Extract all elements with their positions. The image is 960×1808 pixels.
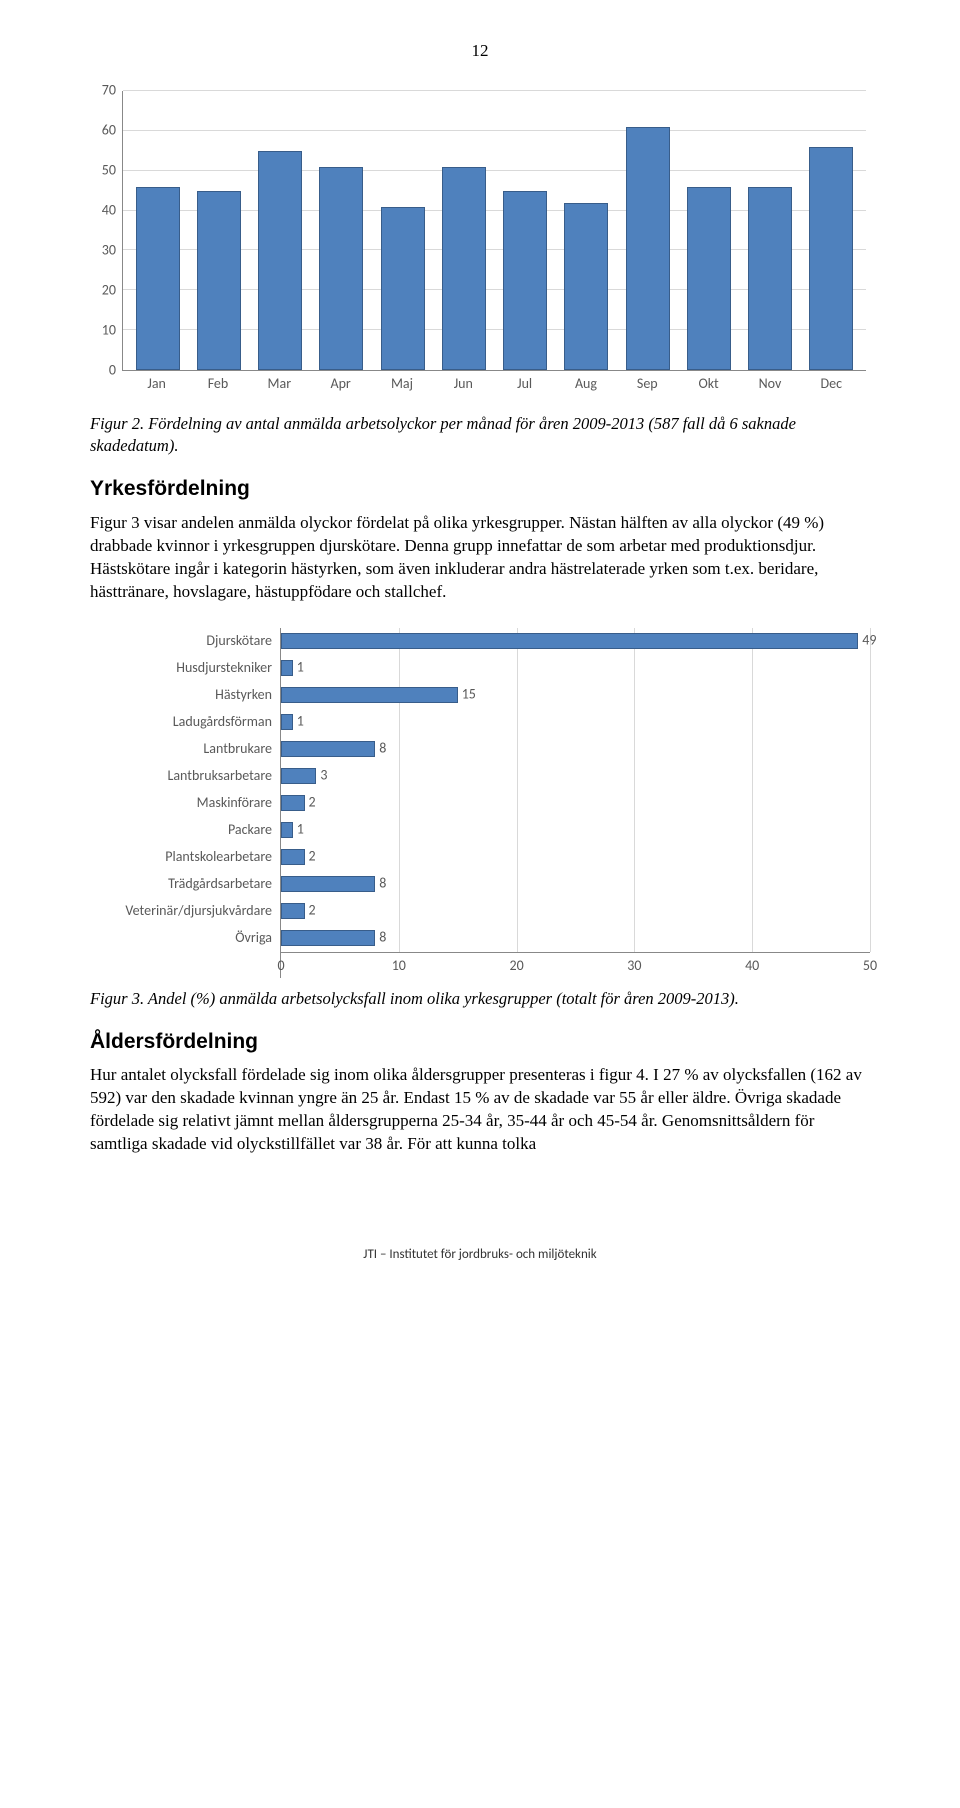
hbar-bar: 1 [281,714,293,730]
heading-aldersfordelning: Åldersfördelning [90,1028,870,1056]
hbar-label: Trädgårdsarbetare [90,875,280,894]
hbar-label: Hästyrken [90,686,280,705]
hbar-value: 8 [379,740,386,759]
bar [748,187,792,370]
paragraph-2: Hur antalet olycksfall fördelade sig ino… [90,1064,870,1156]
y-tick: 50 [102,161,116,180]
y-tick: 30 [102,241,116,260]
x-label: Maj [371,371,432,394]
hbar-value: 8 [379,875,386,894]
x-label: Dec [801,371,862,394]
x-tick: 20 [509,957,523,976]
y-tick: 0 [109,361,116,380]
x-label: Aug [555,371,616,394]
hbar-label: Djurskötare [90,632,280,651]
x-tick: 10 [392,957,406,976]
hbar-value: 1 [297,713,304,732]
x-label: Nov [739,371,800,394]
hbar-bar: 8 [281,741,375,757]
hbar-value: 2 [309,848,316,867]
figure-3-caption: Figur 3. Andel (%) anmälda arbetsolycksf… [90,988,870,1010]
bar [809,147,853,370]
hbar-value: 15 [462,686,476,705]
x-label: Jun [433,371,494,394]
hbar-bar: 3 [281,768,316,784]
hbar-label: Ladugårdsförman [90,713,280,732]
x-label: Mar [249,371,310,394]
y-tick: 70 [102,81,116,100]
hbar-bar: 1 [281,822,293,838]
monthly-bar-chart: 010203040506070 JanFebMarAprMajJunJulAug… [94,91,866,401]
y-tick: 40 [102,201,116,220]
bar [136,187,180,370]
x-label: Jan [126,371,187,394]
hbar-bar: 2 [281,903,305,919]
x-tick: 0 [277,957,284,976]
hbar-label: Plantskolearbetare [90,848,280,867]
heading-yrkesfordelning: Yrkesfördelning [90,475,870,503]
hbar-label: Övriga [90,929,280,948]
x-tick: 50 [863,957,877,976]
hbar-value: 8 [379,929,386,948]
hbar-value: 3 [320,767,327,786]
hbar-value: 1 [297,821,304,840]
bar [626,127,670,370]
x-label: Feb [187,371,248,394]
hbar-label: Veterinär/djursjukvårdare [90,902,280,921]
x-label: Jul [494,371,555,394]
paragraph-1: Figur 3 visar andelen anmälda olyckor fö… [90,512,870,604]
hbar-bar: 15 [281,687,458,703]
bar [258,151,302,370]
hbar-value: 49 [862,632,876,651]
hbar-label: Husdjurstekniker [90,659,280,678]
hbar-bar: 1 [281,660,293,676]
x-label: Sep [617,371,678,394]
bar [197,191,241,370]
hbar-bar: 8 [281,876,375,892]
hbar-label: Maskinförare [90,794,280,813]
bar [319,167,363,370]
y-tick: 10 [102,321,116,340]
hbar-bar: 2 [281,849,305,865]
y-tick: 60 [102,121,116,140]
hbar-bar: 2 [281,795,305,811]
occupation-hbar-chart: Djurskötare Husdjurstekniker Hästyrken Ladu… [90,628,870,978]
hbar-value: 2 [309,902,316,921]
x-tick: 40 [745,957,759,976]
y-tick: 20 [102,281,116,300]
figure-2-caption: Figur 2. Fördelning av antal anmälda arb… [90,413,870,458]
bar [564,203,608,370]
x-label: Okt [678,371,739,394]
hbar-value: 1 [297,659,304,678]
bar [442,167,486,370]
footer-text: JTI – Institutet för jordbruks- och milj… [90,1246,870,1264]
hbar-label: Packare [90,821,280,840]
hbar-value: 2 [309,794,316,813]
hbar-label: Lantbruksarbetare [90,767,280,786]
page-number: 12 [90,40,870,63]
hbar-label: Lantbrukare [90,740,280,759]
hbar-bar: 49 [281,633,858,649]
hbar-bar: 8 [281,930,375,946]
x-tick: 30 [627,957,641,976]
x-label: Apr [310,371,371,394]
bar [687,187,731,370]
bar [503,191,547,370]
bar [381,207,425,370]
